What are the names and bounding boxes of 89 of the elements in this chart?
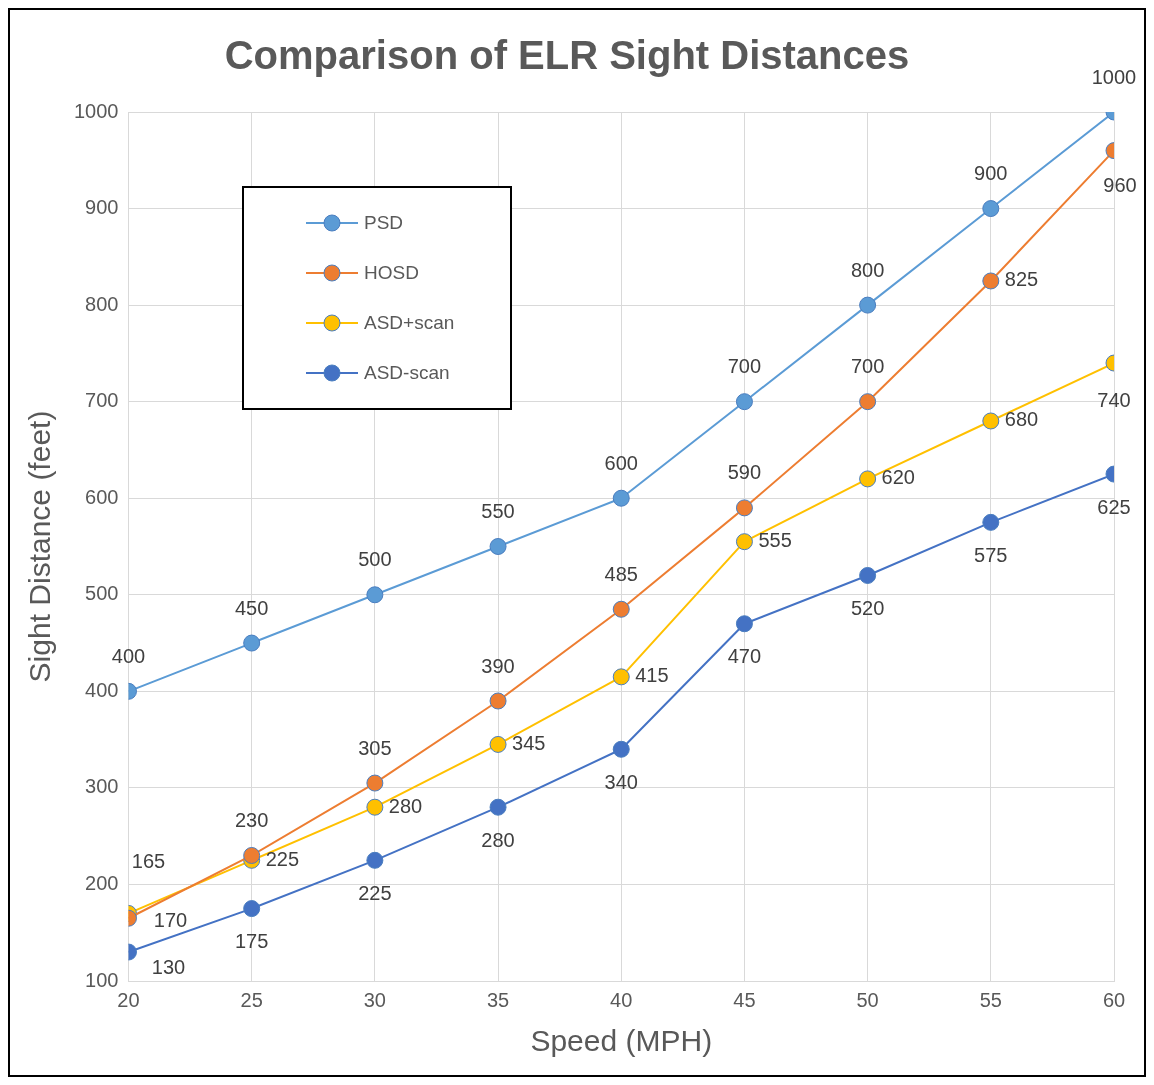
y-tick-label: 200 [85,871,119,894]
point [366,798,384,816]
y-tick-label: 1000 [73,99,119,122]
data-label: 175 [234,930,269,953]
legend-label: HOSD [364,262,419,284]
data-label: 345 [512,731,546,754]
point [859,296,877,314]
data-label: 280 [481,828,515,851]
data-label: 575 [974,543,1008,566]
y-tick-label: 300 [85,775,119,798]
data-label: 740 [1097,388,1131,411]
point [612,600,630,618]
point [859,393,877,411]
data-label: 225 [358,881,392,904]
data-label: 170 [153,908,188,931]
legend-label: PSD [364,212,404,234]
point [612,668,630,686]
x-tick-label: 55 [979,988,1002,1011]
point [982,272,1000,290]
data-label: 280 [388,794,423,817]
data-label: 555 [758,529,792,552]
point [243,900,261,918]
x-axis-title: Speed (MPH) [530,1024,713,1058]
data-label: 450 [234,596,269,619]
point [982,412,1000,430]
point [366,586,384,604]
x-tick-label: 40 [610,988,633,1011]
data-label: 520 [850,596,885,619]
point [735,615,753,633]
point [243,634,261,652]
x-tick-label: 25 [240,988,263,1011]
data-label: 230 [234,808,269,831]
point [366,774,384,792]
point [735,499,753,517]
data-label: 415 [635,664,669,687]
data-label: 590 [727,461,762,484]
data-label: 390 [481,654,515,677]
chart-title: Comparison of ELR Sight Distances [224,33,910,78]
y-tick-label: 400 [85,678,119,701]
point [489,538,507,555]
point [859,470,877,488]
data-label: 305 [358,736,392,759]
data-label: 625 [1097,495,1131,518]
data-label: 600 [604,451,638,474]
point [489,692,507,710]
data-label: 700 [727,355,762,378]
data-label: 825 [1004,268,1039,291]
data-label: 620 [881,466,915,489]
x-tick-label: 60 [1102,988,1126,1011]
point [735,533,753,551]
data-label: 225 [265,847,300,870]
y-tick-label: 500 [85,582,119,605]
data-label: 550 [481,500,515,523]
data-label: 800 [850,258,885,281]
x-tick-label: 45 [733,988,756,1011]
y-tick-label: 700 [85,389,119,412]
legend-label: ASD-scan [364,362,450,384]
y-tick-label: 800 [85,292,119,315]
x-tick-label: 50 [856,988,879,1011]
data-label: 960 [1103,174,1137,197]
x-tick-label: 35 [486,988,510,1011]
point [612,489,630,507]
y-tick-label: 900 [85,196,119,219]
point [489,798,507,816]
point [859,566,877,584]
data-label: 165 [131,849,166,872]
data-label: 1000 [1091,65,1137,88]
data-label: 485 [604,562,638,585]
point [366,851,384,869]
point [735,393,753,411]
point [243,846,261,864]
point [612,740,630,758]
data-label: 900 [974,162,1008,185]
y-axis-title: Sight Distance (feet) [23,410,57,683]
y-tick-label: 100 [85,968,119,991]
x-tick-label: 20 [117,988,140,1011]
data-label: 500 [358,548,392,571]
data-label: 130 [151,955,186,978]
y-tick-label: 600 [85,485,119,508]
legend-label: ASD+scan [364,312,455,334]
data-label: 470 [727,645,762,668]
data-label: 680 [1004,408,1039,431]
point [489,735,507,753]
point [982,200,1000,218]
point [982,513,1000,531]
data-label: 700 [850,355,885,378]
data-label: 340 [604,770,638,793]
x-tick-label: 30 [363,988,386,1011]
data-label: 400 [111,644,146,667]
